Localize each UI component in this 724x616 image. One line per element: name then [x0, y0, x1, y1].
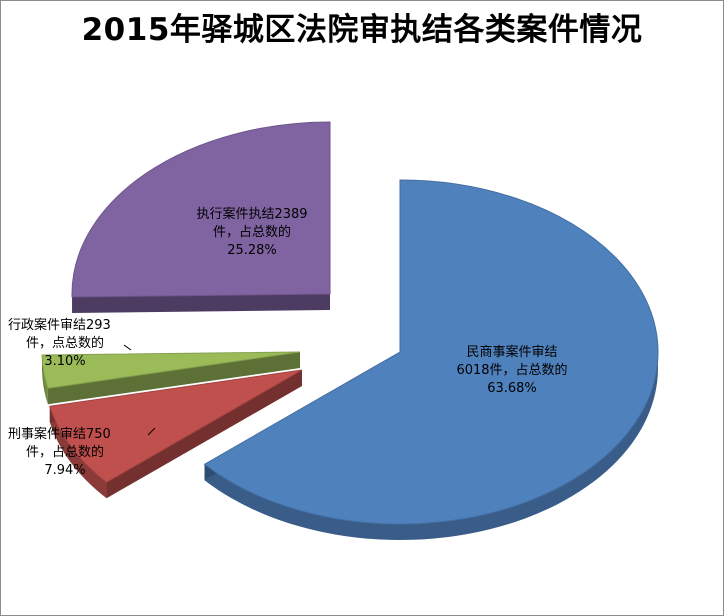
- slice-label-3: 行政案件审结293 件，点总数的 3.10%: [8, 318, 111, 369]
- pie-slice-side: [49, 406, 107, 499]
- slice-label-1: 民商事案件审结 6018件，占总数的 63.68%: [456, 345, 567, 396]
- leader-line: [147, 427, 156, 436]
- pie-slice-4: 执行案件执结: [71, 121, 331, 298]
- pie-slice-2: 刑事案件审结: [49, 369, 303, 483]
- chart-title: 2015年驿城区法院审执结各类案件情况: [81, 12, 643, 48]
- pie-slice-3: 行政案件审结: [41, 351, 301, 389]
- slice-label-2: 刑事案件审结750 件，占总数的 7.94%: [8, 427, 111, 478]
- leader-line: [123, 344, 132, 351]
- pie-slice-1: 民商事案件审结: [203, 179, 659, 525]
- pie-slice-edge: [72, 294, 331, 314]
- slice-label-4: 执行案件执结2389 件，占总数的 25.28%: [196, 207, 307, 258]
- pie-slice-edge: [106, 370, 302, 499]
